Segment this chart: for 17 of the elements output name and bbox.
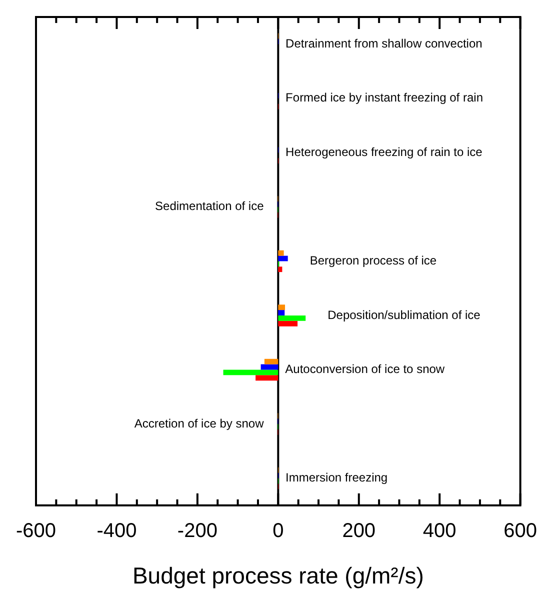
x-tick-label: 600 — [504, 520, 538, 542]
x-tick-label: -600 — [16, 520, 56, 542]
x-tick-label: 200 — [342, 520, 376, 542]
y-tick-label: Formed ice by instant freezing of rain — [286, 90, 483, 105]
y-tick-label: Detrainment from shallow convection — [286, 36, 482, 50]
y-tick-label: Immersion freezing — [286, 470, 388, 485]
y-tick-label: Bergeron process of ice — [310, 254, 437, 268]
x-tick-label: -400 — [96, 520, 137, 542]
x-tick-label: 0 — [272, 520, 284, 542]
y-tick-label: Accretion of ice by snow — [134, 416, 264, 430]
y-tick-label: Heterogeneous freezing of rain to ice — [286, 144, 483, 159]
x-tick-label: -200 — [177, 520, 218, 542]
y-tick-label: Sedimentation of ice — [155, 199, 264, 214]
x-tick-label: 400 — [422, 520, 456, 542]
y-tick-label: Deposition/sublimation of ice — [328, 308, 481, 322]
x-axis-title: Budget process rate (g/m²/s) — [132, 562, 424, 589]
y-tick-label: Autoconversion of ice to snow — [285, 362, 445, 376]
